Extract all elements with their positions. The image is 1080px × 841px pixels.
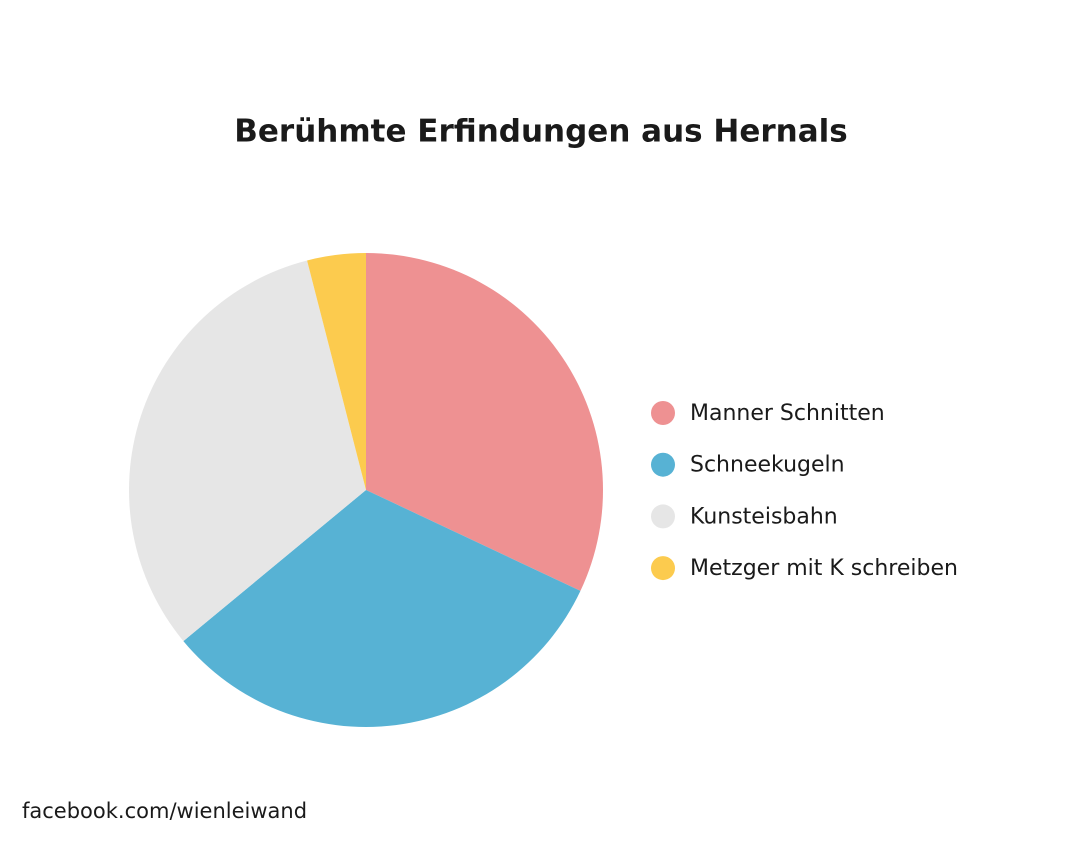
legend-swatch (651, 401, 675, 425)
pie-slice (183, 490, 581, 727)
legend-label: Metzger mit K schreiben (690, 556, 958, 581)
chart-title: Berühmte Erfindungen aus Hernals (234, 114, 848, 150)
legend-swatch (651, 556, 675, 581)
legend-label: Manner Schnitten (690, 401, 885, 426)
legend-label: Schneekugeln (690, 453, 845, 478)
source: facebook.com/wienleiwand (22, 799, 307, 823)
legend-swatch (651, 452, 675, 477)
pie-slice (129, 260, 366, 642)
legend-label: Kunsteisbahn (690, 504, 838, 529)
legend-swatch (651, 504, 675, 529)
pie-slice (307, 253, 366, 490)
pie-slice (366, 253, 603, 591)
